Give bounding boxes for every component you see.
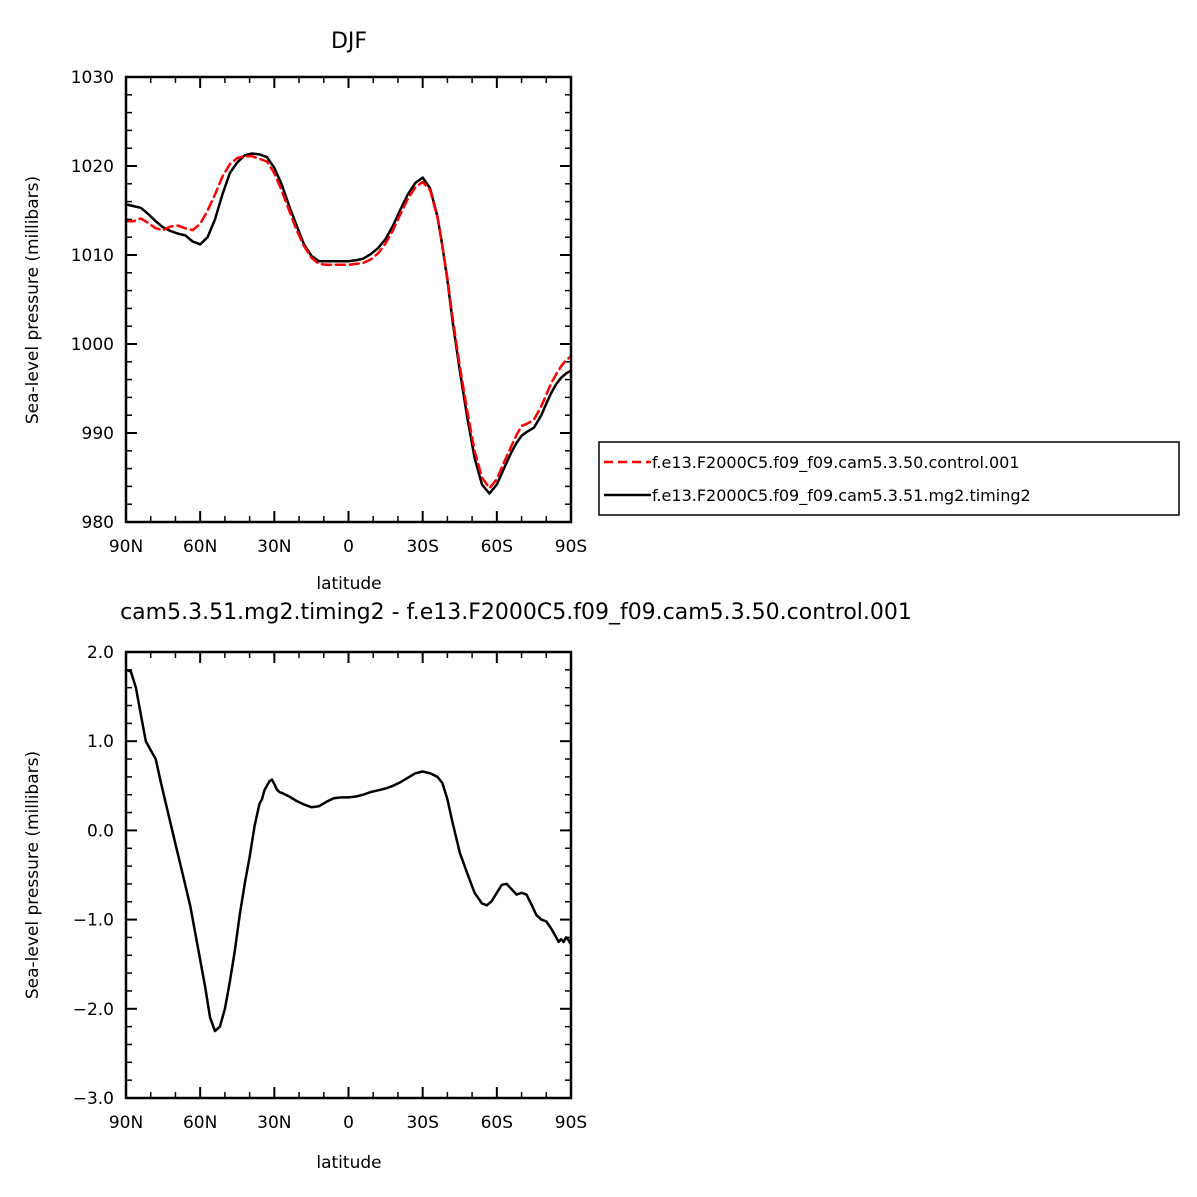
plot-frame [124,650,573,1100]
x-tick-label: 30S [406,1113,438,1133]
bottom-chart: cam5.3.51.mg2.timing2 - f.e13.F2000C5.f0… [23,600,912,1173]
x-tick-label: 30S [406,537,438,557]
x-tick-label: 60S [481,537,513,557]
y-tick-label: −1.0 [73,911,114,931]
y-tick-label: 2.0 [87,643,114,663]
legend-entry-timing2: f.e13.F2000C5.f09_f09.cam5.3.51.mg2.timi… [652,486,1031,506]
y-tick-label: 980 [82,513,114,533]
plot-frame [124,75,573,524]
x-tick-label: 0 [343,1113,354,1133]
x-tick-label: 90N [109,537,143,557]
legend: f.e13.F2000C5.f09_f09.cam5.3.50.control.… [598,441,1180,516]
y-tick-label: 1000 [71,335,114,355]
x-tick-label: 0 [343,537,354,557]
y-tick-label: 1020 [71,157,114,177]
y-tick-label: 1030 [71,68,114,88]
y-axis-label: Sea-level pressure (millibars) [23,176,43,424]
y-tick-label: −2.0 [73,1000,114,1020]
x-axis-label: latitude [316,574,381,594]
series-line-0 [124,668,573,1033]
x-tick-label: 90N [109,1113,143,1133]
y-axis-label: Sea-level pressure (millibars) [23,751,43,999]
legend-entry-control: f.e13.F2000C5.f09_f09.cam5.3.50.control.… [652,453,1020,473]
chart-title: DJF [331,29,367,54]
x-tick-label: 90S [555,1113,587,1133]
x-tick-label: 60N [183,1113,217,1133]
x-tick-label: 60S [481,1113,513,1133]
y-tick-label: 1010 [71,246,114,266]
x-tick-label: 30N [257,537,291,557]
legend-box [598,441,1180,516]
x-tick-label: 60N [183,537,217,557]
y-tick-label: 0.0 [87,821,114,841]
y-tick-label: −3.0 [73,1089,114,1109]
chart-title: cam5.3.51.mg2.timing2 - f.e13.F2000C5.f0… [120,600,912,625]
y-tick-label: 990 [82,424,114,444]
x-tick-label: 30N [257,1113,291,1133]
x-tick-label: 90S [555,537,587,557]
y-tick-label: 1.0 [87,732,114,752]
series-line-0 [124,154,573,490]
series-line-1 [124,152,573,495]
top-chart: DJF 980 990 1000 1010 1020 1030 90N 60N 30N 0 30S… [23,29,587,594]
x-axis-label: latitude [316,1153,381,1173]
